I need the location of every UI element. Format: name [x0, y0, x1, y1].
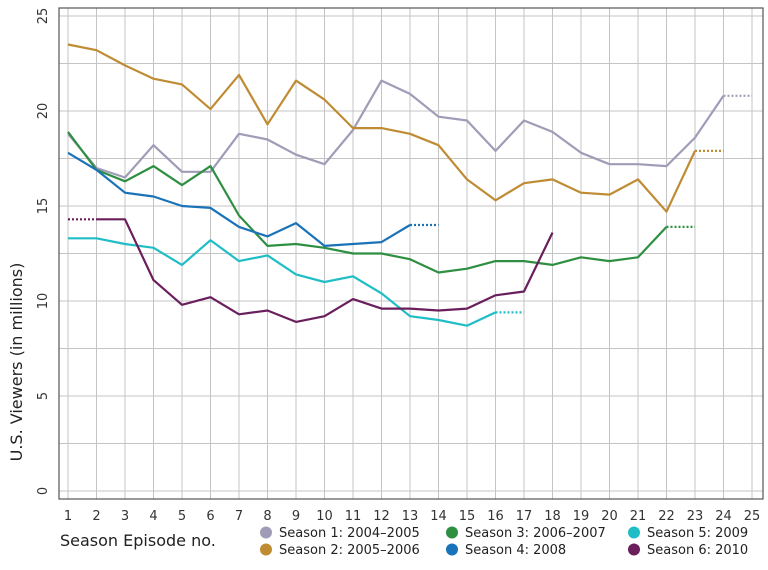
series-4	[67, 151, 439, 247]
y-tick-labels: 0 5 10 15 20 25	[36, 8, 51, 495]
x-tick-label: 3	[121, 509, 129, 524]
x-tick-label: 15	[459, 509, 476, 524]
grid-lines	[58, 7, 764, 500]
legend: Season 1: 2004–2005 Season 2: 2005–2006 Se…	[260, 526, 748, 558]
series-2	[67, 43, 724, 213]
legend-label: Season 4: 2008	[465, 543, 566, 558]
legend-label: Season 5: 2009	[647, 526, 748, 541]
x-tick-labels: 1 2 3 4 5 6 7 8 9 10 11 12 13 14 15 16 17 18 19 20 21 22 23 24 2…	[64, 509, 760, 524]
x-tick-label: 22	[658, 509, 675, 524]
x-tick-label: 7	[235, 509, 243, 524]
legend-item-season-2: Season 2: 2005–2006	[260, 543, 420, 558]
legend-swatch	[260, 543, 272, 556]
legend-label: Season 1: 2004–2005	[279, 526, 420, 541]
x-tick-label: 4	[149, 509, 157, 524]
legend-swatch	[446, 526, 458, 539]
y-axis-title: U.S. Viewers (in millions)	[7, 263, 26, 462]
y-tick-label: 20	[36, 103, 51, 120]
x-tick-label: 1	[64, 509, 72, 524]
series-line	[68, 237, 496, 327]
x-tick-label: 9	[292, 509, 300, 524]
series-line	[67, 43, 696, 213]
series-lines	[67, 43, 752, 327]
x-tick-label: 14	[430, 509, 447, 524]
legend-item-season-3: Season 3: 2006–2007	[446, 526, 606, 541]
series-line	[67, 131, 668, 274]
series-3	[67, 131, 695, 274]
x-tick-label: 10	[316, 509, 333, 524]
series-line	[67, 79, 725, 179]
x-tick-label: 2	[92, 509, 100, 524]
x-tick-label: 17	[516, 509, 533, 524]
x-axis-title: Season Episode no.	[60, 531, 216, 550]
x-tick-label: 25	[744, 509, 761, 524]
x-tick-label: 6	[206, 509, 214, 524]
legend-swatch	[260, 526, 272, 539]
x-tick-label: 20	[601, 509, 618, 524]
series-6	[68, 218, 554, 323]
legend-item-season-6: Season 6: 2010	[628, 543, 748, 558]
series-line	[67, 151, 411, 247]
x-tick-label: 8	[263, 509, 271, 524]
x-tick-label: 11	[345, 509, 362, 524]
x-tick-label: 18	[544, 509, 561, 524]
x-tick-label: 13	[402, 509, 419, 524]
plot-frame	[58, 7, 764, 500]
legend-swatch	[628, 543, 640, 556]
legend-label: Season 2: 2005–2006	[279, 543, 420, 558]
x-tick-label: 23	[687, 509, 704, 524]
legend-label: Season 3: 2006–2007	[465, 526, 606, 541]
x-tick-label: 16	[487, 509, 504, 524]
x-tick-label: 21	[630, 509, 647, 524]
y-tick-label: 0	[36, 487, 51, 495]
x-tick-label: 5	[178, 509, 186, 524]
x-tick-label: 19	[573, 509, 590, 524]
legend-item-season-5: Season 5: 2009	[628, 526, 748, 541]
legend-item-season-4: Season 4: 2008	[446, 543, 566, 558]
y-tick-label: 25	[36, 8, 51, 25]
y-tick-label: 10	[36, 293, 51, 310]
y-tick-label: 5	[36, 392, 51, 400]
legend-item-season-1: Season 1: 2004–2005	[260, 526, 420, 541]
series-line	[96, 218, 554, 323]
x-tick-label: 12	[373, 509, 390, 524]
y-tick-label: 15	[36, 198, 51, 215]
series-1	[67, 79, 752, 179]
legend-swatch	[628, 526, 640, 539]
legend-label: Season 6: 2010	[647, 543, 748, 558]
series-5	[68, 237, 524, 327]
x-tick-label: 24	[715, 509, 732, 524]
legend-swatch	[446, 543, 458, 556]
